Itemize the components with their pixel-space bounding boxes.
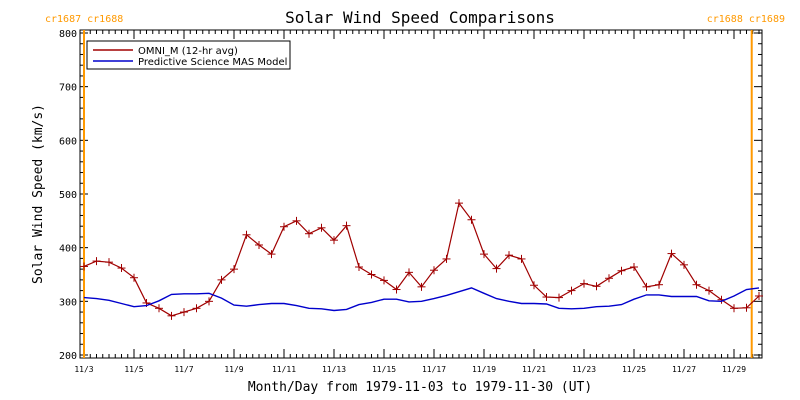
omni-data-point: [667, 249, 676, 258]
omni-data-point: [655, 280, 663, 289]
chart-title: Solar Wind Speed Comparisons: [285, 8, 555, 27]
omni-data-point: [517, 254, 526, 263]
omni-data-point: [555, 293, 563, 302]
omni-data-point: [367, 270, 376, 279]
omni-data-point: [392, 285, 401, 294]
omni-data-point: [617, 266, 626, 275]
omni-data-point: [167, 311, 176, 320]
mas-series-line: [83, 287, 760, 312]
omni-series-line: [83, 201, 760, 317]
omni-data-point: [492, 264, 501, 273]
x-tick-label: 11/29: [722, 365, 746, 374]
omni-data-point: [330, 236, 338, 245]
axis-ticks: 200 300 400 500 600 700 800 11/3 11/5 11/7 11/9 11/…: [59, 29, 762, 374]
omni-data-point: [117, 264, 126, 273]
y-tick-label: 800: [59, 29, 77, 40]
omni-data-point: [355, 262, 363, 271]
y-axis-label: Solar Wind Speed (km/s): [31, 104, 46, 284]
plot-frame: [79, 29, 763, 359]
omni-data-point: [430, 266, 438, 275]
legend-box: [86, 40, 291, 70]
omni-data-point: [130, 273, 138, 282]
omni-data-point: [755, 291, 763, 300]
omni-data-point: [267, 250, 276, 259]
omni-data-point: [580, 279, 588, 288]
y-tick-label: 200: [59, 351, 77, 362]
omni-data-point: [467, 215, 476, 224]
omni-data-point: [542, 293, 551, 302]
cr-marker-label-right: cr1688 cr1689: [707, 14, 785, 25]
omni-data-point: [592, 282, 601, 291]
x-tick-label: 11/7: [174, 365, 193, 374]
x-tick-label: 11/27: [672, 365, 696, 374]
y-tick-label: 500: [59, 190, 77, 201]
omni-data-point: [530, 281, 538, 290]
omni-data-point: [292, 216, 301, 225]
y-tick-label: 600: [59, 136, 77, 147]
legend: OMNI_M (12-hr avg) Predictive Science MA…: [86, 40, 291, 70]
omni-data-point: [342, 221, 351, 230]
x-tick-label: 11/19: [472, 365, 496, 374]
x-axis-label: Month/Day from 1979-11-03 to 1979-11-30 …: [248, 380, 592, 395]
omni-data-point: [417, 282, 426, 291]
omni-data-point: [317, 223, 326, 232]
omni-data-point: [505, 251, 513, 260]
omni-data-point: [730, 304, 738, 313]
omni-data-point: [155, 304, 163, 313]
legend-label-mas: Predictive Science MAS Model: [138, 57, 287, 68]
x-tick-label: 11/3: [74, 365, 93, 374]
omni-data-point: [605, 274, 613, 283]
omni-data-point: [230, 265, 238, 274]
omni-data-point: [255, 240, 263, 249]
omni-data-point: [692, 280, 701, 289]
omni-data-point: [242, 230, 251, 239]
omni-data-point: [380, 276, 388, 285]
omni-data-point: [205, 297, 213, 306]
omni-data-point: [192, 304, 201, 313]
x-tick-label: 11/25: [622, 365, 646, 374]
omni-data-point: [442, 254, 451, 263]
x-tick-label: 11/9: [224, 365, 243, 374]
x-tick-label: 11/21: [522, 365, 546, 374]
omni-data-point: [455, 199, 463, 208]
x-tick-label: 11/15: [372, 365, 396, 374]
omni-data-point: [480, 250, 488, 259]
omni-data-point: [405, 268, 413, 277]
x-tick-label: 11/5: [124, 365, 143, 374]
omni-data-point: [92, 257, 101, 266]
legend-label-omni: OMNI_M (12-hr avg): [138, 46, 238, 57]
x-tick-label: 11/11: [272, 365, 296, 374]
omni-data-point: [105, 258, 113, 267]
series-layer: [80, 199, 763, 320]
omni-data-point: [180, 308, 188, 317]
omni-data-point: [280, 222, 288, 231]
y-tick-label: 700: [59, 83, 77, 94]
x-tick-label: 11/23: [572, 365, 596, 374]
omni-data-point: [567, 286, 576, 295]
x-tick-label: 11/13: [322, 365, 346, 374]
omni-data-point: [742, 303, 751, 312]
omni-data-point: [680, 260, 688, 269]
omni-data-point: [80, 262, 88, 271]
x-tick-label: 11/17: [422, 365, 446, 374]
omni-data-point: [305, 229, 313, 238]
omni-data-point: [642, 282, 651, 291]
y-tick-label: 300: [59, 297, 77, 308]
omni-data-point: [217, 275, 226, 284]
cr-marker-label-left: cr1687 cr1688: [45, 14, 123, 25]
omni-data-point: [705, 286, 713, 295]
y-tick-label: 400: [59, 244, 77, 255]
omni-data-point: [630, 262, 638, 271]
